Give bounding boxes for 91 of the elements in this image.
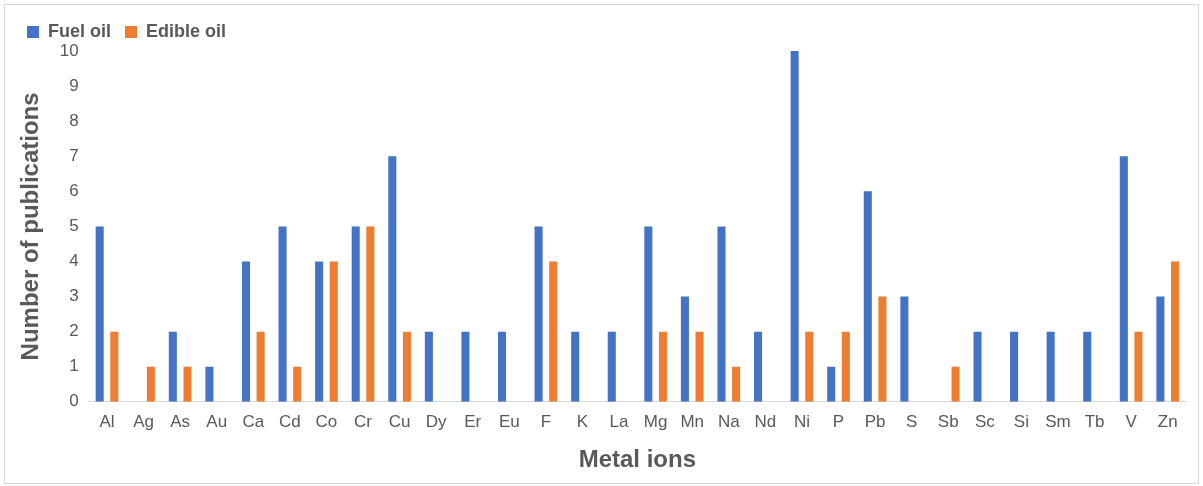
x-tick-label: S: [906, 411, 918, 431]
bar: [841, 331, 850, 402]
x-tick-label: F: [540, 411, 552, 431]
bar: [534, 226, 543, 402]
bar: [146, 366, 155, 402]
bar: [1046, 331, 1055, 402]
bar: [1119, 156, 1128, 402]
legend-label: Fuel oil: [48, 20, 111, 41]
y-tick-label: 6: [69, 181, 79, 201]
bar: [315, 261, 324, 402]
bar: [402, 331, 411, 402]
x-tick-label: Eu: [498, 411, 520, 431]
bar: [790, 51, 799, 402]
x-tick-label: Nd: [754, 411, 777, 431]
bar: [424, 331, 433, 402]
x-tick-label: Au: [206, 411, 228, 431]
bar: [388, 156, 397, 402]
bar: [366, 226, 375, 402]
x-tick-label: Mg: [643, 411, 668, 431]
bar: [680, 296, 689, 402]
x-tick-label: Sm: [1045, 411, 1071, 431]
x-tick-label: Al: [99, 411, 115, 431]
bar: [658, 331, 667, 402]
x-tick-label: Cu: [388, 411, 411, 431]
bar: [498, 331, 507, 402]
x-tick-label: Mn: [680, 411, 705, 431]
bar: [805, 331, 814, 402]
x-tick-label: Co: [315, 411, 338, 431]
x-tick-label: Sb: [937, 411, 959, 431]
bar: [607, 331, 616, 402]
x-tick-label: Ca: [242, 411, 265, 431]
y-tick-label: 7: [69, 145, 79, 165]
legend-label: Edible oil: [146, 20, 227, 41]
x-tick-label: Ni: [793, 411, 810, 431]
x-tick-label: Na: [717, 411, 741, 431]
x-tick-label: Ag: [133, 411, 154, 431]
bar: [951, 366, 960, 402]
bar: [1010, 331, 1019, 402]
bar: [1134, 331, 1143, 402]
bar: [863, 191, 872, 402]
bar: [717, 226, 726, 402]
x-tick-label: Er: [464, 411, 482, 431]
x-tick-label: Tb: [1084, 411, 1105, 431]
bar: [329, 261, 338, 402]
bar: [900, 296, 909, 402]
x-tick-label: Zn: [1157, 411, 1178, 431]
bar: [256, 331, 265, 402]
bar: [1171, 261, 1180, 402]
x-tick-label: As: [170, 411, 191, 431]
bar: [1156, 296, 1165, 402]
y-axis-title: Number of publications: [16, 92, 44, 361]
bar: [205, 366, 214, 402]
bar: [878, 296, 887, 402]
x-axis-title: Metal ions: [578, 445, 697, 473]
bar: [732, 366, 741, 402]
bar: [644, 226, 653, 402]
y-tick-label: 0: [69, 391, 79, 411]
bar: [183, 366, 192, 402]
y-tick-label: 2: [69, 321, 79, 341]
bar: [461, 331, 470, 402]
x-tick-label: Cd: [279, 411, 301, 431]
bar: [241, 261, 251, 402]
x-tick-label: P: [832, 411, 845, 431]
x-tick-label: Sc: [974, 411, 996, 431]
y-tick-label: 4: [69, 251, 79, 271]
x-tick-label: Cr: [354, 411, 373, 431]
bar: [278, 226, 287, 402]
bar: [351, 226, 360, 402]
bar: [695, 331, 704, 402]
y-tick-label: 8: [69, 110, 79, 130]
y-tick-label: 3: [69, 286, 79, 306]
y-tick-label: 10: [59, 40, 79, 60]
x-tick-label: Si: [1013, 411, 1029, 431]
y-tick-label: 9: [69, 75, 79, 95]
bar: [754, 331, 763, 402]
x-tick-label: Dy: [425, 411, 448, 431]
bar: [293, 366, 302, 402]
y-tick-label: 1: [69, 356, 79, 376]
x-tick-label: Pb: [864, 411, 886, 431]
bar: [168, 331, 177, 402]
bar: [549, 261, 558, 402]
bar: [571, 331, 580, 402]
bar: [1083, 331, 1092, 402]
bar: [110, 331, 119, 402]
x-tick-label: La: [609, 411, 630, 431]
bar: [827, 366, 836, 402]
x-tick-label: K: [576, 411, 589, 431]
bar: [95, 226, 104, 402]
bar: [973, 331, 982, 402]
y-tick-label: 5: [69, 216, 79, 236]
x-tick-label: V: [1125, 411, 1138, 431]
